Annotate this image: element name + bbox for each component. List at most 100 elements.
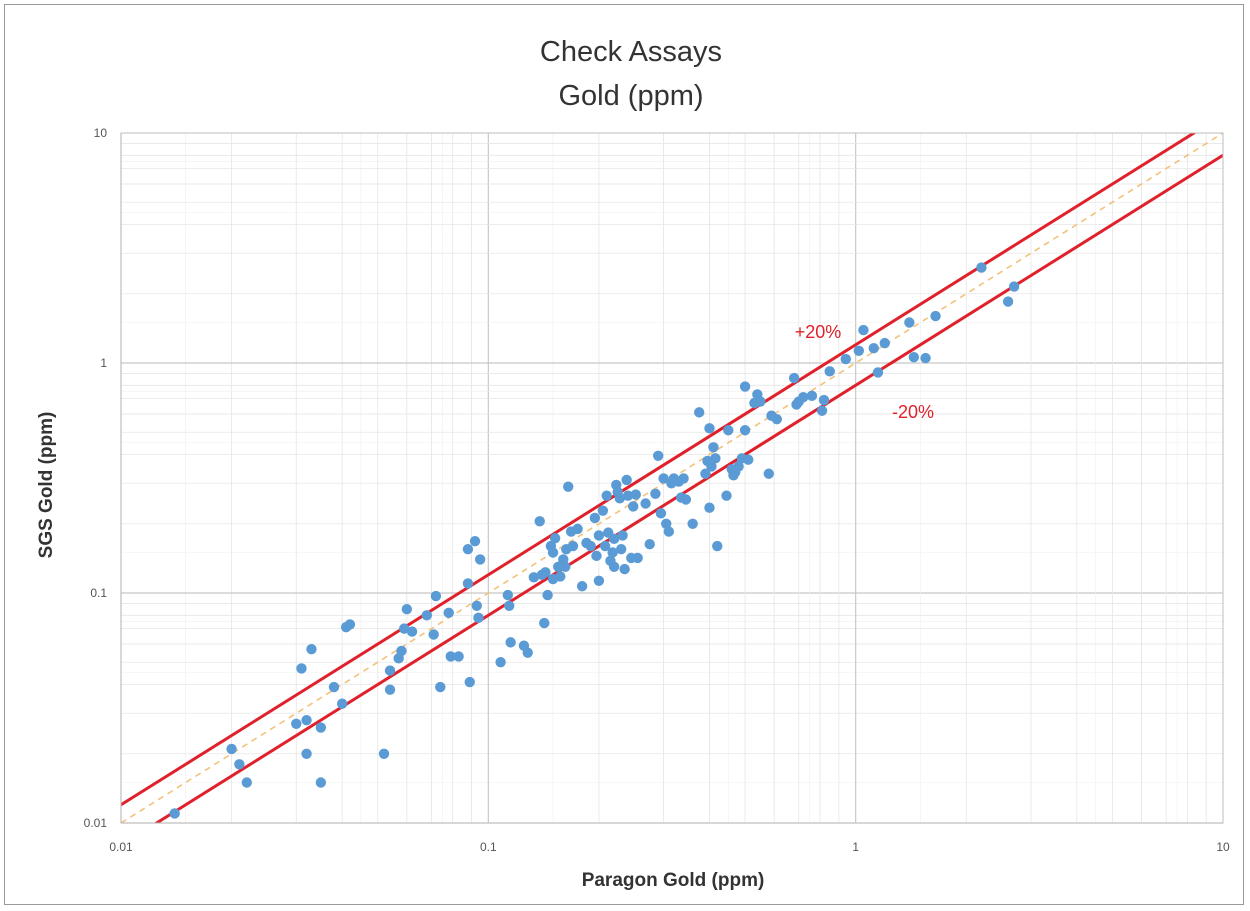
data-point [607,547,618,558]
data-point [462,544,474,555]
data-point [599,540,611,552]
data-point [712,540,723,552]
data-point [798,392,809,403]
data-point [560,561,571,572]
data-point [622,490,634,501]
data-point [474,554,486,565]
data-point [687,518,698,529]
data-point [591,550,602,562]
data-point [614,493,626,504]
data-point [226,743,237,755]
data-point [398,623,410,634]
data-point [818,394,830,406]
data-point [549,533,561,544]
data-point [396,645,407,657]
data-point [576,581,588,592]
data-point [678,473,689,484]
data-point [721,490,732,501]
data-point [628,501,639,512]
data-point [445,651,456,662]
data-point [428,629,439,640]
data-point [853,345,865,356]
data-point [563,481,574,492]
data-point [644,538,655,550]
data-point [344,619,356,630]
data-point [453,651,464,662]
data-point [872,367,884,378]
data-point [1002,296,1014,307]
x-tick-label: 1 [852,840,859,854]
data-point [443,607,454,619]
data-point [505,637,516,648]
data-point [589,512,601,524]
data-point [608,561,620,572]
data-point [733,461,744,472]
data-point [464,676,475,688]
data-point [462,578,474,589]
data-point [1008,281,1020,292]
data-point [706,461,717,472]
y-tick-label: 0.01 [84,816,108,830]
data-point [430,590,442,602]
data-point [771,413,783,425]
data-point [824,366,835,377]
data-point [534,516,545,527]
data-point [315,777,327,788]
data-point [421,610,433,621]
data-point [704,423,715,434]
data-point [788,372,800,384]
data-point [619,563,630,575]
data-point [384,684,396,695]
data-point [704,502,715,513]
data-point [763,468,774,479]
scatter-chart: +20% -20% 0.01 0.1 1 10 0.01 0.1 1 10 Check Assay… [36,36,1230,891]
data-point [241,777,252,788]
data-point [528,572,540,583]
data-points [169,262,1020,819]
data-point [542,589,553,601]
data-point [378,748,390,759]
data-point [868,342,879,354]
data-point [384,665,396,676]
data-point [621,474,632,486]
data-point [908,351,920,363]
data-point [976,262,987,273]
data-point [640,498,651,509]
data-point [234,759,245,770]
reference-line-2 [153,154,1223,823]
data-point [406,626,418,637]
data-point [743,454,754,465]
data-point [401,604,413,615]
data-point [315,722,327,733]
data-point [658,473,669,484]
data-point [301,748,312,759]
data-point [652,450,664,461]
data-point [336,698,348,709]
reference-line-label-2: -20% [892,402,934,422]
data-point [306,643,317,655]
data-point [680,494,692,505]
axes: +20% -20% 0.01 0.1 1 10 0.01 0.1 1 10 [84,126,1230,854]
data-point [547,547,559,558]
y-tick-label: 10 [94,126,108,140]
data-point [663,526,675,537]
data-point [301,714,312,726]
data-point [700,468,711,479]
data-point [723,425,734,436]
data-point [655,508,667,519]
data-point [601,490,612,501]
data-point [291,718,302,729]
data-point [296,663,307,674]
data-point [858,324,869,336]
data-point [597,505,609,516]
data-point [567,540,579,552]
data-point [471,600,482,611]
data-point [616,544,627,555]
data-point [630,489,641,500]
data-point [693,407,705,418]
data-point [593,530,605,541]
chart-title-line2: Gold (ppm) [558,80,703,112]
reference-line-label-1: +20% [795,322,842,342]
data-point [739,381,751,392]
data-point [904,317,915,328]
